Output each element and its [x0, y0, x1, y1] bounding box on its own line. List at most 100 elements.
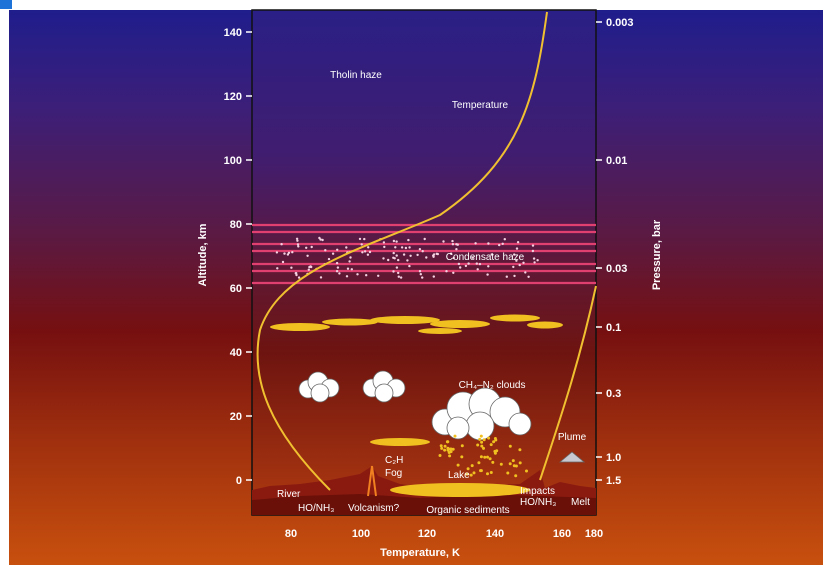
condensate-dot	[336, 266, 340, 269]
condensate-dot	[327, 257, 331, 261]
rain-drop	[479, 434, 483, 438]
condensate-dot	[331, 252, 335, 255]
fog-label: Fog	[385, 468, 402, 479]
condensate-dot	[476, 268, 479, 271]
condensate-dot	[531, 249, 535, 253]
right-tick-001: 0.01	[606, 155, 627, 167]
rain-drop	[518, 461, 522, 465]
temperature-curve	[256, 11, 548, 491]
left-tick-0: 0	[236, 475, 242, 487]
condensate-dot	[457, 262, 461, 266]
condensate-dot	[490, 253, 493, 256]
condensate-dot	[363, 250, 367, 253]
rain-drops	[438, 434, 528, 478]
right-tick-01: 0.1	[606, 322, 621, 334]
rain-drop	[443, 448, 447, 452]
condensate-dot	[377, 274, 380, 277]
right-tick-10: 1.0	[606, 452, 621, 464]
condensate-dot	[392, 270, 395, 273]
condensate-dot	[445, 270, 448, 273]
condensate-dot	[503, 238, 506, 241]
melt-label: Melt	[571, 497, 590, 508]
title-fragment-marker	[0, 0, 12, 9]
rain-drop	[489, 471, 493, 474]
rain-drop	[506, 471, 510, 475]
left-tick-140: 140	[224, 27, 242, 39]
bottom-tick-160: 160	[553, 528, 571, 540]
condensate-dot	[402, 253, 406, 256]
rain-drop	[443, 444, 447, 448]
condensate-dot	[421, 250, 424, 253]
rain-drop	[491, 460, 495, 464]
rain-drop	[489, 443, 493, 447]
condensate-dot	[366, 253, 370, 256]
right-tick-0003: 0.003	[606, 17, 634, 29]
condensate-dot	[449, 252, 453, 255]
condensate-dot	[361, 251, 364, 254]
condensate-dot	[522, 261, 525, 264]
condensate-dot	[419, 273, 422, 276]
rain-drop	[448, 447, 452, 451]
condensate-dot	[387, 258, 390, 262]
temperature-label: Temperature	[452, 100, 509, 111]
organic-sediments-label: Organic sediments	[426, 505, 509, 516]
condensate-dot	[295, 237, 299, 240]
condensate-dot	[512, 265, 515, 269]
cloud-small-1	[298, 371, 340, 403]
bottom-tick-80: 80	[285, 528, 297, 540]
condensate-dot	[345, 246, 348, 249]
condensate-dot	[350, 268, 353, 271]
rain-drop	[486, 472, 489, 476]
left-tick-80: 80	[230, 219, 242, 231]
condensate-dot	[367, 246, 370, 249]
condensate-dot	[346, 267, 350, 270]
condensate-dot	[425, 256, 428, 259]
condensate-dot	[338, 272, 341, 275]
rain-drop	[508, 444, 512, 448]
condensate-dot	[418, 248, 422, 251]
rain-drop	[453, 434, 457, 438]
rain-drop	[480, 440, 484, 444]
condensate-dot	[467, 262, 470, 265]
right-tick-03: 0.3	[606, 388, 621, 400]
rain-drop	[486, 455, 489, 459]
condensate-dot	[286, 253, 290, 256]
plume-shape	[558, 451, 586, 463]
rain-drop	[495, 449, 499, 453]
condensate-dot	[324, 249, 327, 252]
condensate-dot	[487, 265, 490, 268]
condensate-dot	[294, 272, 297, 275]
rain-drop	[493, 451, 497, 455]
condensate-dot	[276, 267, 279, 270]
left-axis	[246, 31, 252, 481]
condensate-dot	[368, 250, 372, 254]
condensate-dot	[501, 242, 504, 245]
condensate-dot	[360, 243, 363, 246]
top-bar	[0, 0, 823, 10]
condensate-haze-label: Condensate haze	[446, 252, 525, 263]
rain-drop	[476, 443, 480, 447]
clouds-label: CH₄–N₂ clouds	[459, 380, 526, 391]
condensate-dot	[515, 259, 518, 262]
condensate-dot	[442, 240, 445, 243]
bottom-tick-100: 100	[352, 528, 370, 540]
haze-lines	[252, 223, 596, 285]
condensate-dot	[287, 251, 291, 254]
c2h-cloud	[370, 438, 430, 446]
condensate-dot	[432, 255, 435, 258]
condensate-dot	[451, 243, 455, 246]
condensate-dot	[319, 276, 323, 279]
rain-drop	[470, 464, 474, 468]
condensate-dot	[309, 265, 312, 268]
plot-area	[251, 9, 597, 516]
hoh-left-label: HO/NH₃	[298, 503, 334, 514]
condensate-dot	[432, 275, 435, 278]
condensate-dot	[345, 275, 349, 278]
condensate-dot	[404, 246, 408, 250]
rain-drop	[482, 446, 485, 450]
condensate-dot	[395, 266, 399, 269]
bottom-tick-180: 180	[585, 528, 603, 540]
condensate-dot	[280, 243, 283, 246]
plume-label: Plume	[558, 432, 587, 443]
